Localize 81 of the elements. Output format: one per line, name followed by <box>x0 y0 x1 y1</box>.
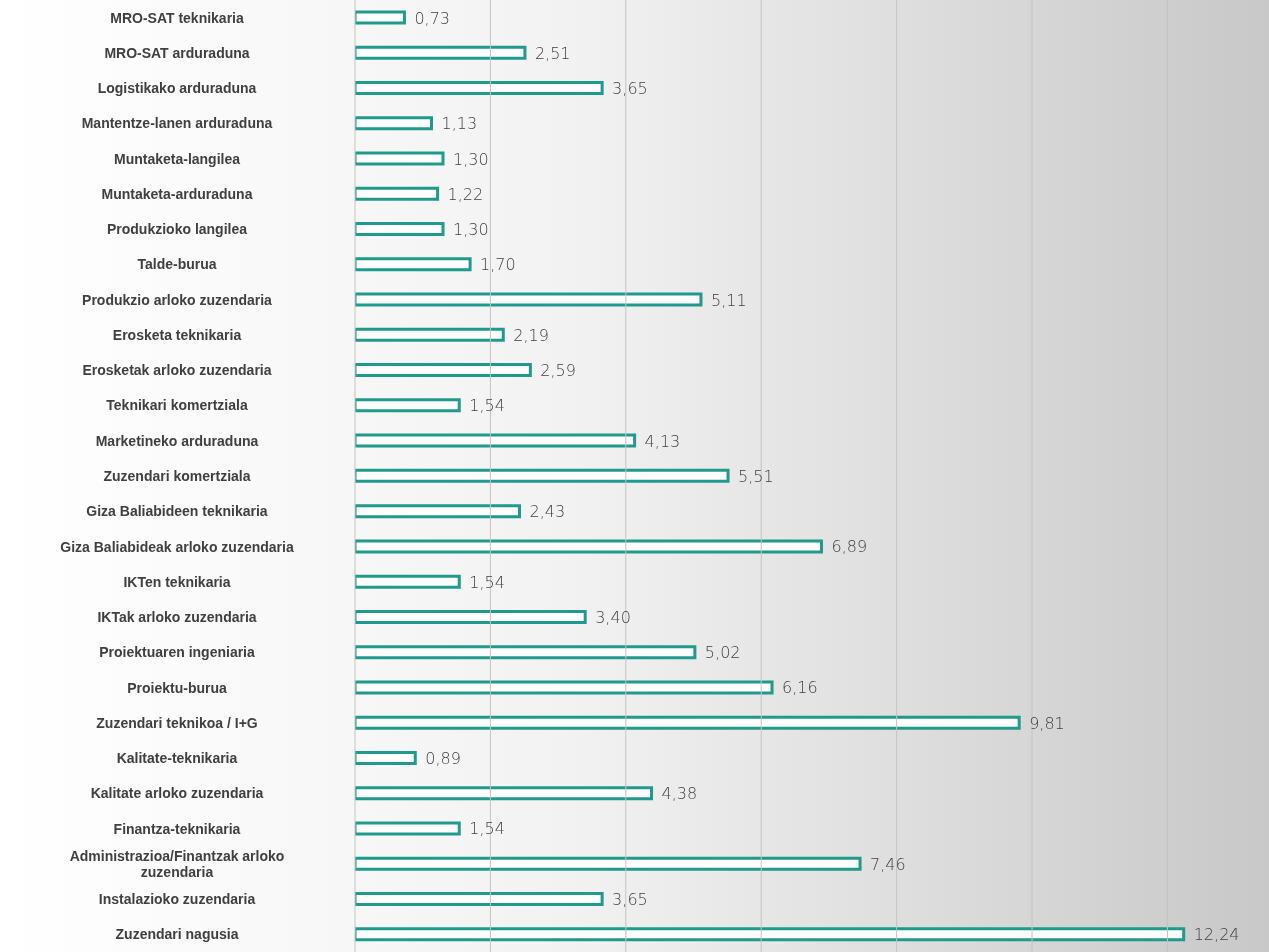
bar <box>355 151 445 166</box>
bar <box>355 116 434 131</box>
data-label: 9,81 <box>1029 713 1065 733</box>
bar <box>355 609 587 624</box>
data-label: 1,30 <box>453 149 489 169</box>
data-label: 1,54 <box>469 819 505 839</box>
bar <box>355 574 461 589</box>
data-label: 6,16 <box>782 678 818 698</box>
y-tick-label: Talde-burua <box>137 256 217 273</box>
bar <box>355 539 823 554</box>
y-tick-label: Produkzioko langilea <box>106 221 248 238</box>
data-label: 2,51 <box>534 43 571 63</box>
y-tick-label: Finantza-teknikaria <box>113 820 241 837</box>
y-tick-label: Zuzendari teknikoa / I+G <box>96 714 258 731</box>
bar <box>355 257 472 272</box>
data-label: 4,38 <box>661 784 698 804</box>
bar <box>355 10 406 25</box>
y-tick-label: Teknikari komertziala <box>106 397 248 414</box>
data-label: 12,24 <box>1193 925 1240 945</box>
data-label: 4,13 <box>644 431 681 451</box>
data-label: 1,54 <box>469 572 505 592</box>
y-tick-label: Muntaketa-langilea <box>113 150 241 167</box>
data-label: 5,51 <box>738 466 774 486</box>
data-label: 2,59 <box>540 361 576 381</box>
data-label: 5,11 <box>710 290 747 310</box>
bar <box>355 292 703 307</box>
bar <box>355 45 527 60</box>
y-tick-label: Erosketa teknikaria <box>112 326 242 343</box>
bar <box>355 504 522 519</box>
data-label: 2,43 <box>529 502 566 522</box>
data-label: 7,46 <box>870 854 906 874</box>
y-tick-label: Instalazioko zuzendaria <box>98 891 256 908</box>
bar <box>355 222 445 237</box>
data-label: 1,22 <box>447 184 484 204</box>
data-label: 0,89 <box>425 748 461 768</box>
bar <box>355 186 440 201</box>
data-label: 1,54 <box>469 396 505 416</box>
data-label: 2,19 <box>513 325 549 345</box>
y-tick-label: Kalitate arloko zuzendaria <box>90 785 264 802</box>
data-label: 3,65 <box>612 79 648 99</box>
bar <box>355 680 774 695</box>
data-label: 5,02 <box>704 643 741 663</box>
y-tick-label: Proiektuaren ingeniaria <box>99 644 256 661</box>
y-tick-label: Mantentze-lanen arduraduna <box>81 115 273 132</box>
y-tick-label: Administrazioa/Finantzak arloko zuzendaria <box>69 847 285 880</box>
y-tick-label: Marketineko arduraduna <box>95 432 259 449</box>
y-tick-label: Logistikako arduraduna <box>97 80 257 97</box>
y-tick-label: Proiektu-burua <box>127 679 227 696</box>
bar <box>355 750 417 765</box>
y-tick-label: MRO-SAT arduraduna <box>104 44 250 61</box>
data-label: 0,73 <box>414 8 451 28</box>
bar <box>355 81 604 96</box>
data-label: 1,70 <box>480 255 516 275</box>
bar <box>355 398 461 413</box>
bar <box>355 821 461 836</box>
data-label: 1,13 <box>441 114 478 134</box>
y-tick-label: Giza Baliabideen teknikaria <box>86 503 268 520</box>
bar <box>355 433 637 448</box>
data-label: 1,30 <box>453 220 489 240</box>
bar <box>355 891 604 906</box>
y-tick-label: Erosketak arloko zuzendaria <box>82 362 272 379</box>
bar <box>355 363 532 378</box>
data-label: 3,65 <box>612 889 648 909</box>
data-label: 3,40 <box>595 607 631 627</box>
bar <box>355 645 697 660</box>
y-tick-label: Produkzio arloko zuzendaria <box>82 291 273 308</box>
y-tick-label: Kalitate-teknikaria <box>116 750 238 767</box>
bar <box>355 715 1021 730</box>
y-tick-label: MRO-SAT teknikaria <box>110 9 244 26</box>
bar <box>355 856 862 871</box>
bar <box>355 786 654 801</box>
bar <box>355 468 730 483</box>
y-tick-label: Giza Baliabideak arloko zuzendaria <box>60 538 294 555</box>
bar <box>355 327 505 342</box>
y-tick-label: Zuzendari komertziala <box>103 468 251 484</box>
y-tick-label: IKTak arloko zuzendaria <box>97 609 257 626</box>
y-tick-label: IKTen teknikaria <box>123 573 231 590</box>
bar <box>355 927 1186 942</box>
data-label: 6,89 <box>831 537 868 557</box>
y-tick-label: Muntaketa-arduraduna <box>101 185 253 202</box>
y-tick-label: Zuzendari nagusia <box>115 926 239 943</box>
